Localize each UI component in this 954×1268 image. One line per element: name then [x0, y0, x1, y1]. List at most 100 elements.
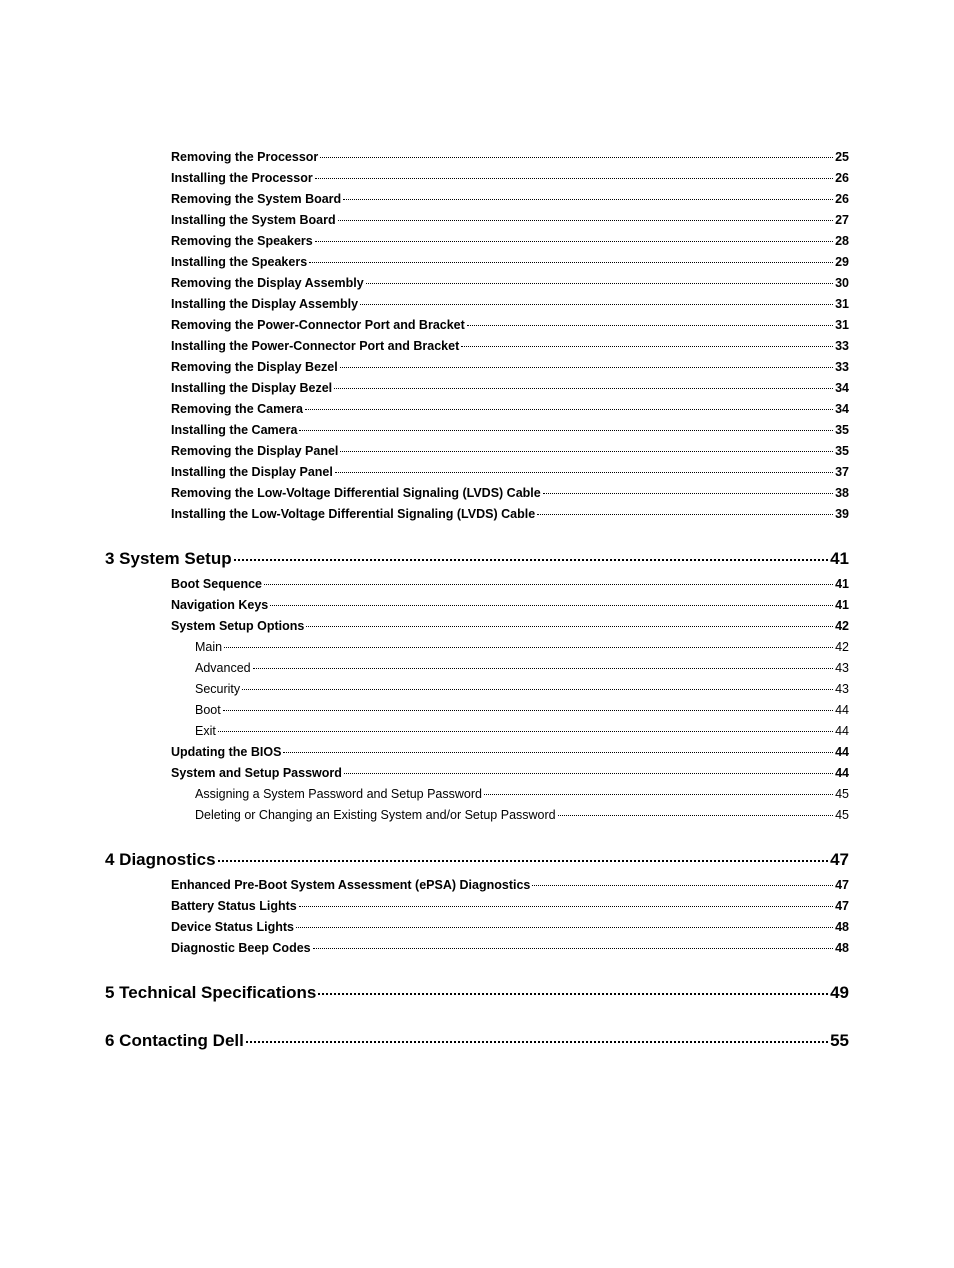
- toc-entry-label: Deleting or Changing an Existing System …: [195, 808, 556, 822]
- toc-entry: Boot Sequence 41: [105, 577, 849, 591]
- toc-entry-label: Main: [195, 640, 222, 654]
- toc-entry-label: Installing the Processor: [171, 171, 313, 185]
- toc-leader-dots: [338, 220, 833, 221]
- toc-entry-page: 47: [835, 878, 849, 892]
- table-of-contents: Removing the Processor 25 Installing the P…: [105, 150, 849, 1051]
- toc-entry-page: 42: [835, 640, 849, 654]
- toc-entry: Removing the Processor 25: [105, 150, 849, 164]
- toc-leader-dots: [467, 325, 833, 326]
- toc-entry: Removing the Display Bezel33: [105, 360, 849, 374]
- toc-entry-page: 39: [835, 507, 849, 521]
- toc-entry-label: System and Setup Password: [171, 766, 342, 780]
- toc-leader-dots: [360, 304, 833, 305]
- toc-entry-page: 45: [835, 787, 849, 801]
- toc-entry-label: Removing the Power-Connector Port and Br…: [171, 318, 465, 332]
- toc-leader-dots: [315, 178, 833, 179]
- toc-entry: Diagnostic Beep Codes 48: [105, 941, 849, 955]
- toc-entry-page: 41: [835, 577, 849, 591]
- toc-leader-dots: [234, 559, 828, 561]
- toc-entry-page: 29: [835, 255, 849, 269]
- toc-leader-dots: [313, 948, 833, 949]
- toc-entry: Assigning a System Password and Setup Pa…: [105, 787, 849, 801]
- toc-entry-label: Removing the Speakers: [171, 234, 313, 248]
- toc-leader-dots: [305, 409, 833, 410]
- toc-entry: 4 Diagnostics47: [105, 850, 849, 870]
- toc-entry-page: 44: [835, 745, 849, 759]
- toc-leader-dots: [306, 626, 833, 627]
- toc-entry-label: Security: [195, 682, 240, 696]
- toc-leader-dots: [344, 773, 833, 774]
- toc-entry-page: 38: [835, 486, 849, 500]
- toc-entry-label: Enhanced Pre-Boot System Assessment (ePS…: [171, 878, 530, 892]
- toc-entry-label: 3 System Setup: [105, 549, 232, 569]
- toc-entry-label: Removing the Display Panel: [171, 444, 338, 458]
- toc-entry: 5 Technical Specifications49: [105, 983, 849, 1003]
- toc-entry-page: 41: [830, 549, 849, 569]
- toc-leader-dots: [343, 199, 833, 200]
- toc-entry-page: 26: [835, 192, 849, 206]
- toc-entry-page: 27: [835, 213, 849, 227]
- toc-entry: Enhanced Pre-Boot System Assessment (ePS…: [105, 878, 849, 892]
- toc-entry: Removing the System Board26: [105, 192, 849, 206]
- toc-entry-label: Removing the Processor: [171, 150, 318, 164]
- toc-leader-dots: [320, 157, 833, 158]
- toc-leader-dots: [315, 241, 833, 242]
- toc-leader-dots: [283, 752, 833, 753]
- toc-leader-dots: [340, 451, 833, 452]
- toc-entry: Navigation Keys41: [105, 598, 849, 612]
- toc-entry: Removing the Speakers 28: [105, 234, 849, 248]
- toc-entry: 3 System Setup 41: [105, 549, 849, 569]
- toc-entry-label: Diagnostic Beep Codes: [171, 941, 311, 955]
- toc-entry-label: Installing the Display Bezel: [171, 381, 332, 395]
- toc-entry-label: Navigation Keys: [171, 598, 268, 612]
- toc-entry: 6 Contacting Dell55: [105, 1031, 849, 1051]
- toc-entry: Installing the System Board 27: [105, 213, 849, 227]
- toc-entry-page: 31: [835, 318, 849, 332]
- toc-leader-dots: [253, 668, 833, 669]
- toc-entry-page: 30: [835, 276, 849, 290]
- toc-entry: Removing the Display Panel35: [105, 444, 849, 458]
- toc-entry-label: Assigning a System Password and Setup Pa…: [195, 787, 482, 801]
- toc-entry: Battery Status Lights47: [105, 899, 849, 913]
- toc-entry-page: 48: [835, 941, 849, 955]
- toc-entry: Installing the Processor26: [105, 171, 849, 185]
- toc-entry-label: Advanced: [195, 661, 251, 675]
- toc-entry: Installing the Low-Voltage Differential …: [105, 507, 849, 521]
- toc-entry-label: Installing the Display Panel: [171, 465, 333, 479]
- toc-leader-dots: [246, 1041, 828, 1043]
- toc-entry-label: Boot Sequence: [171, 577, 262, 591]
- toc-entry-page: 25: [835, 150, 849, 164]
- toc-entry-label: Installing the Speakers: [171, 255, 307, 269]
- toc-leader-dots: [318, 993, 828, 995]
- toc-entry-page: 34: [835, 381, 849, 395]
- toc-entry: System Setup Options42: [105, 619, 849, 633]
- toc-entry-page: 37: [835, 465, 849, 479]
- toc-entry-page: 49: [830, 983, 849, 1003]
- toc-entry-label: Installing the System Board: [171, 213, 336, 227]
- toc-leader-dots: [366, 283, 833, 284]
- toc-leader-dots: [484, 794, 833, 795]
- toc-entry: Security 43: [105, 682, 849, 696]
- toc-leader-dots: [299, 906, 833, 907]
- toc-leader-dots: [309, 262, 833, 263]
- toc-entry-label: System Setup Options: [171, 619, 304, 633]
- toc-entry-label: Installing the Power-Connector Port and …: [171, 339, 459, 353]
- toc-entry-page: 44: [835, 703, 849, 717]
- toc-entry-label: Updating the BIOS: [171, 745, 281, 759]
- toc-entry: Removing the Power-Connector Port and Br…: [105, 318, 849, 332]
- toc-entry-page: 43: [835, 682, 849, 696]
- toc-entry-page: 28: [835, 234, 849, 248]
- toc-leader-dots: [340, 367, 833, 368]
- toc-entry-page: 55: [830, 1031, 849, 1051]
- toc-entry-label: Removing the Camera: [171, 402, 303, 416]
- toc-entry: Removing the Camera 34: [105, 402, 849, 416]
- toc-entry-label: Removing the Display Assembly: [171, 276, 364, 290]
- toc-entry-page: 34: [835, 402, 849, 416]
- toc-leader-dots: [223, 710, 833, 711]
- toc-entry-page: 33: [835, 360, 849, 374]
- toc-entry: Installing the Power-Connector Port and …: [105, 339, 849, 353]
- toc-entry: Removing the Low-Voltage Differential Si…: [105, 486, 849, 500]
- toc-entry-label: Exit: [195, 724, 216, 738]
- toc-entry-label: Device Status Lights: [171, 920, 294, 934]
- toc-entry: Installing the Display Panel 37: [105, 465, 849, 479]
